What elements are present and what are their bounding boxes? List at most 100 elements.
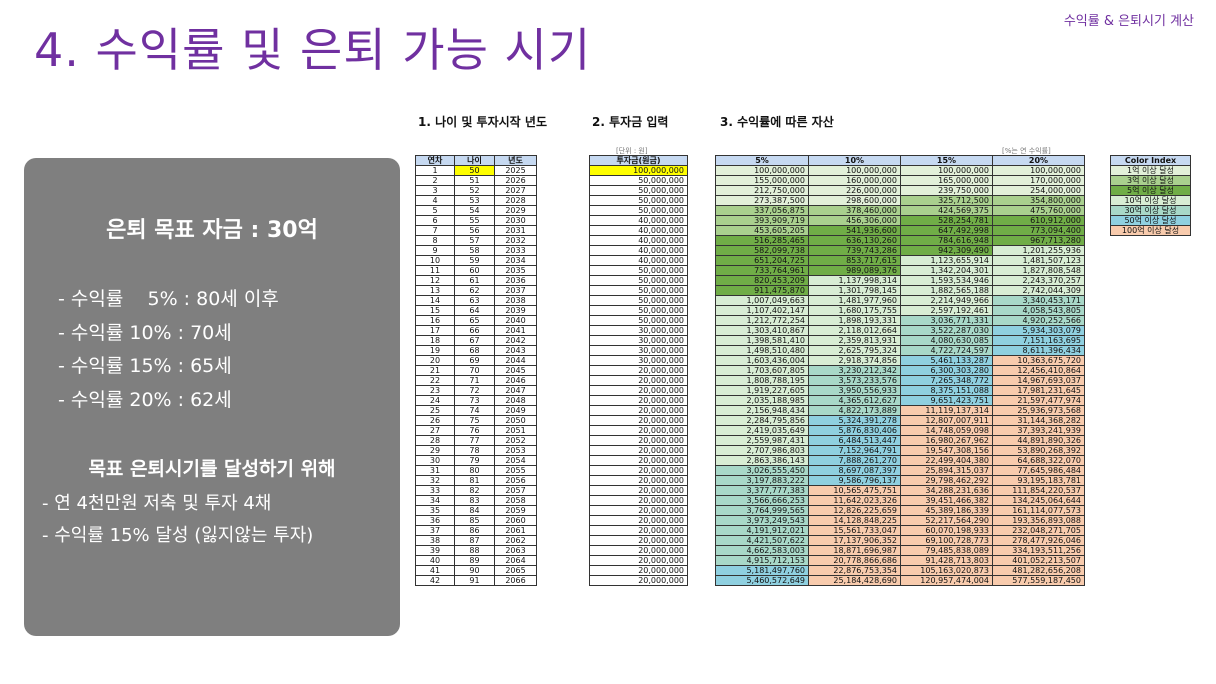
table-row: 20,000,000 <box>589 505 688 516</box>
asset-cell: 2,559,987,431 <box>715 435 809 446</box>
investment-cell: 30,000,000 <box>589 325 688 336</box>
table-row: 50,000,000 <box>589 295 688 306</box>
rate-line-10: - 수익률 10% : 70세 <box>58 322 232 344</box>
table-row: 18 67 2042 <box>415 335 537 346</box>
table-row: 10 59 2034 <box>415 255 537 266</box>
asset-cell: 4,191,912,021 <box>715 525 809 536</box>
asset-cell: 1,919,227,605 <box>715 385 809 396</box>
asset-cell: 111,854,220,537 <box>992 485 1085 496</box>
year-no-cell: 36 <box>415 515 455 526</box>
year-cell: 2029 <box>494 205 537 216</box>
asset-cell: 25,936,973,568 <box>992 405 1085 416</box>
asset-cell: 853,717,615 <box>808 255 901 266</box>
investment-cell: 20,000,000 <box>589 475 688 486</box>
asset-cell: 577,559,187,450 <box>992 575 1085 586</box>
page-title: 4. 수익률 및 은퇴 가능 시기 <box>34 23 592 77</box>
year-no-cell: 6 <box>415 215 455 226</box>
year-cell: 2035 <box>494 265 537 276</box>
year-no-cell: 33 <box>415 485 455 496</box>
asset-cell: 278,477,926,046 <box>992 535 1085 546</box>
age-cell: 61 <box>454 275 495 286</box>
year-no-cell: 35 <box>415 505 455 516</box>
table-row: 3,973,249,543 14,128,848,225 52,217,564,29… <box>715 515 1085 526</box>
legend-row: 100억 이상 달성 <box>1110 225 1191 236</box>
table-row: 12 61 2036 <box>415 275 537 286</box>
year-cell: 2055 <box>494 465 537 476</box>
investment-cell: 20,000,000 <box>589 535 688 546</box>
table-row: 33 82 2057 <box>415 485 537 496</box>
asset-cell: 20,778,866,686 <box>808 555 901 566</box>
table-row: 20,000,000 <box>589 475 688 486</box>
year-cell: 2061 <box>494 525 537 536</box>
asset-cell: 1,593,534,946 <box>900 275 993 286</box>
year-no-cell: 8 <box>415 235 455 246</box>
table-row: 5,460,572,649 25,184,428,690 120,957,474,0… <box>715 575 1085 586</box>
asset-cell: 16,980,267,962 <box>900 435 993 446</box>
asset-cell: 25,184,428,690 <box>808 575 901 586</box>
asset-cell: 3,026,555,450 <box>715 465 809 476</box>
year-no-cell: 24 <box>415 395 455 406</box>
table-row: 30,000,000 <box>589 335 688 346</box>
table-row: 2,035,188,985 4,365,612,627 9,651,423,751 2… <box>715 395 1085 406</box>
asset-cell: 354,800,000 <box>992 195 1085 206</box>
table-row: 50,000,000 <box>589 315 688 326</box>
asset-cell: 1,342,204,301 <box>900 265 993 276</box>
table-row: 20,000,000 <box>589 525 688 536</box>
year-cell: 2059 <box>494 505 537 516</box>
table-row: 20,000,000 <box>589 415 688 426</box>
asset-cell: 2,419,035,649 <box>715 425 809 436</box>
investment-cell: 20,000,000 <box>589 575 688 586</box>
col-rate-5: 5% <box>715 155 809 166</box>
year-cell: 2030 <box>494 215 537 226</box>
age-cell: 52 <box>454 185 495 196</box>
table-row: 27 76 2051 <box>415 425 537 436</box>
investment-cell: 20,000,000 <box>589 555 688 566</box>
legend-row: 1억 이상 달성 <box>1110 165 1191 176</box>
asset-cell: 8,611,396,434 <box>992 345 1085 356</box>
asset-cell: 8,375,151,088 <box>900 385 993 396</box>
table-row: 100,000,000 <box>589 165 688 176</box>
table-row: 3 52 2027 <box>415 185 537 196</box>
table-row: 1,703,607,805 3,230,212,342 6,300,303,280 1… <box>715 365 1085 376</box>
table-row: 50,000,000 <box>589 195 688 206</box>
age-cell: 56 <box>454 225 495 236</box>
col-investment: 투자금(원금) <box>589 155 688 166</box>
asset-cell: 226,000,000 <box>808 185 901 196</box>
investment-cell: 50,000,000 <box>589 175 688 186</box>
year-no-cell: 31 <box>415 465 455 476</box>
asset-cell: 100,000,000 <box>992 165 1085 176</box>
table-row: 3,026,555,450 8,697,087,397 25,894,315,037… <box>715 465 1085 476</box>
age-cell: 86 <box>454 525 495 536</box>
asset-cell: 401,052,213,507 <box>992 555 1085 566</box>
age-cell: 71 <box>454 375 495 386</box>
table-row: 20,000,000 <box>589 515 688 526</box>
year-no-cell: 42 <box>415 575 455 586</box>
asset-cell: 610,912,000 <box>992 215 1085 226</box>
asset-cell: 942,309,490 <box>900 245 993 256</box>
year-cell: 2026 <box>494 175 537 186</box>
year-no-cell: 32 <box>415 475 455 486</box>
investment-cell: 20,000,000 <box>589 365 688 376</box>
asset-cell: 1,680,175,755 <box>808 305 901 316</box>
asset-cell: 911,475,870 <box>715 285 809 296</box>
table-row: 2,156,948,434 4,822,173,889 11,119,137,314… <box>715 405 1085 416</box>
asset-cell: 7,265,348,772 <box>900 375 993 386</box>
table-row: 30,000,000 <box>589 325 688 336</box>
asset-cell: 3,573,233,576 <box>808 375 901 386</box>
year-cell: 2062 <box>494 535 537 546</box>
investment-cell: 50,000,000 <box>589 205 688 216</box>
asset-cell: 7,152,964,791 <box>808 445 901 456</box>
year-cell: 2031 <box>494 225 537 236</box>
year-no-cell: 17 <box>415 325 455 336</box>
table-row: 15 64 2039 <box>415 305 537 316</box>
age-cell: 53 <box>454 195 495 206</box>
asset-cell: 1,398,581,410 <box>715 335 809 346</box>
asset-cell: 1,301,798,145 <box>808 285 901 296</box>
asset-cell: 1,498,510,480 <box>715 345 809 356</box>
legend-item: 10억 이상 달성 <box>1110 195 1191 206</box>
table-row: 41 90 2065 <box>415 565 537 576</box>
col-rate-20: 20% <box>992 155 1085 166</box>
table-row: 20,000,000 <box>589 495 688 506</box>
table-row: 50,000,000 <box>589 285 688 296</box>
table-row: 820,453,209 1,137,998,314 1,593,534,946 2,2… <box>715 275 1085 286</box>
